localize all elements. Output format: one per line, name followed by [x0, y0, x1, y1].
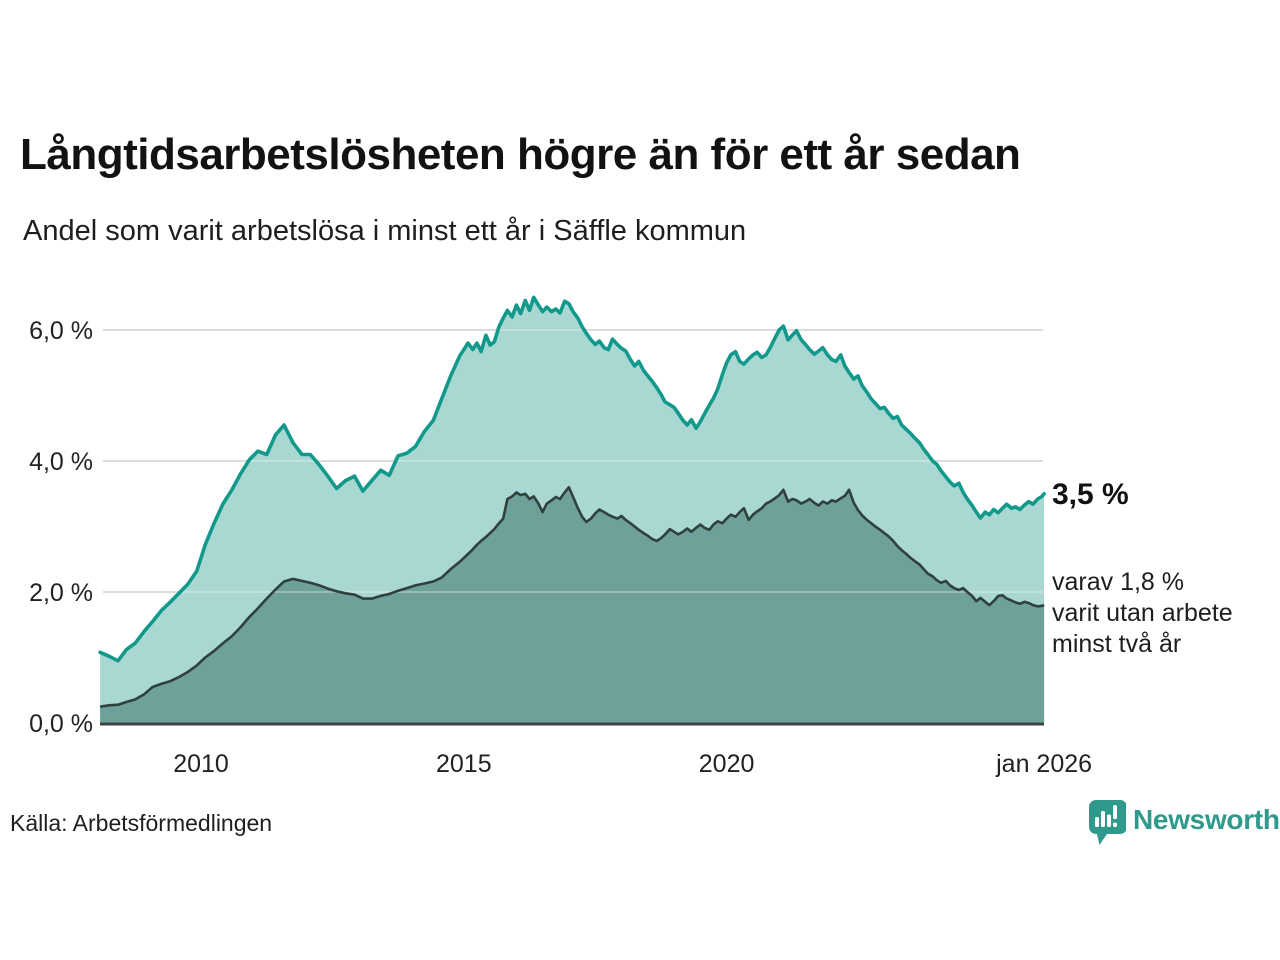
x-tick-label-jan-2026: jan 2026 — [995, 750, 1092, 778]
end-sub-line-2: varit utan arbete — [1052, 599, 1233, 627]
page-title: Långtidsarbetslösheten högre än för ett … — [20, 130, 1021, 179]
line-total-one-year — [98, 295, 1046, 663]
source-label: Källa: Arbetsförmedlingen — [10, 810, 273, 836]
bar-1-icon — [1095, 817, 1099, 827]
exclamation-dot-icon — [1113, 822, 1117, 827]
unemployment-area-chart: 0,0 % 2,0 % 4,0 % 6,0 % 2010 2015 2020 jan 2026 — [29, 295, 1092, 778]
newsworthy-logo[interactable]: Newsworthy — [1086, 798, 1280, 848]
y-tick-label-6: 6,0 % — [29, 317, 93, 345]
area-two-years — [100, 487, 1045, 723]
end-sub-line-3: minst två år — [1052, 630, 1182, 658]
y-tick-label-2: 2,0 % — [29, 579, 93, 607]
x-tick-label-2015: 2015 — [436, 750, 492, 778]
end-sub-line-1: varav 1,8 % — [1052, 568, 1185, 596]
x-tick-label-2010: 2010 — [173, 750, 229, 778]
y-tick-label-4: 4,0 % — [29, 448, 93, 476]
line-two-years — [99, 485, 1045, 708]
exclamation-bar-icon — [1113, 805, 1117, 819]
chart-subtitle: Andel som varit arbetslösa i minst ett å… — [23, 215, 747, 247]
bar-3-icon — [1107, 814, 1111, 827]
end-sub-annotation: varav 1,8 % varit utan arbete minst två … — [1052, 567, 1277, 660]
newsworthy-bubble-icon — [1089, 800, 1126, 845]
end-value-label: 3,5 % — [1052, 478, 1129, 511]
y-tick-label-0: 0,0 % — [29, 710, 93, 738]
bar-2-icon — [1101, 811, 1105, 827]
brand-name: Newsworthy — [1133, 804, 1280, 835]
x-tick-label-2020: 2020 — [699, 750, 755, 778]
